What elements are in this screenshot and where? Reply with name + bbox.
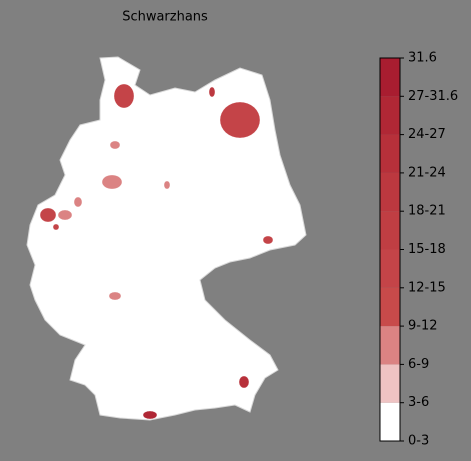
colorbar-segment (380, 249, 400, 288)
region (57, 209, 73, 221)
region (52, 223, 60, 231)
colorbar-tick-label: 15-18 (408, 242, 446, 257)
region (39, 207, 57, 223)
colorbar-tick-label: 9-12 (408, 319, 438, 334)
region (113, 83, 135, 109)
colorbar-tick-label: 12-15 (408, 280, 446, 295)
colorbar-tick-label: 21-24 (408, 165, 446, 180)
colorbar-segment (380, 58, 400, 97)
colorbar-tick-label: 6-9 (408, 357, 429, 372)
region (109, 140, 121, 150)
region (142, 410, 158, 420)
region (108, 291, 122, 301)
colorbar-segment (380, 402, 400, 441)
region (163, 180, 171, 190)
colorbar-tick-label: 24-27 (408, 127, 446, 142)
regions (39, 83, 274, 420)
region (219, 101, 261, 139)
colorbar: 0-3 3-6 6-9 9-12 12-15 15-18 18-21 21-24 24-27 27… (379, 51, 458, 449)
region (101, 174, 123, 190)
colorbar-segment (380, 287, 400, 327)
colorbar-tick-label: 31.6 (408, 51, 437, 66)
colorbar-segment (380, 134, 400, 173)
region (238, 375, 250, 389)
colorbar-segment (380, 364, 400, 403)
colorbar-segment (380, 211, 400, 250)
colorbar-tick-label: 3-6 (408, 395, 429, 410)
region (73, 196, 83, 208)
colorbar-tick-label: 18-21 (408, 204, 446, 219)
colorbar-tick-label: 27-31.6 (408, 89, 458, 104)
country-outline (26, 56, 307, 421)
map-title: Schwarzhans (122, 10, 208, 25)
colorbar-segment (380, 172, 400, 212)
colorbar-segment (380, 326, 400, 365)
region (262, 235, 274, 245)
colorbar-segment (380, 96, 400, 135)
colorbar-tick-label: 0-3 (408, 434, 429, 449)
region (208, 86, 216, 98)
